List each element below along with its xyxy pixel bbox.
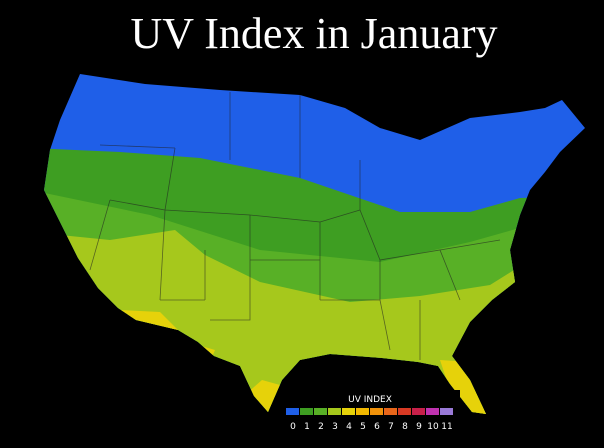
legend-label: 9: [416, 422, 422, 432]
legend-label: 4: [346, 422, 352, 432]
legend-label: 5: [360, 422, 366, 432]
legend-swatch: [314, 408, 327, 415]
legend-label: 3: [332, 422, 338, 432]
legend-label: 0: [290, 422, 296, 432]
legend-label: 11: [441, 422, 452, 432]
legend-swatch: [440, 408, 453, 415]
title: UV Index in January: [131, 9, 498, 58]
legend-swatch: [370, 408, 383, 415]
legend: UV INDEX 0 1 2 3 4 5 6 7 8 9 10 11: [280, 390, 460, 434]
legend-label: 1: [304, 422, 310, 432]
legend-label: 2: [318, 422, 324, 432]
legend-swatch: [426, 408, 439, 415]
uv-band: [120, 310, 492, 414]
state-borders: [89, 92, 501, 360]
legend-swatch: [384, 408, 397, 415]
legend-title: UV INDEX: [348, 395, 392, 405]
legend-swatch: [342, 408, 355, 415]
legend-swatch: [356, 408, 369, 415]
legend-label: 7: [388, 422, 394, 432]
legend-swatch: [412, 408, 425, 415]
legend-swatch: [286, 408, 299, 415]
legend-label: 6: [374, 422, 380, 432]
legend-swatch: [300, 408, 313, 415]
legend-swatch: [328, 408, 341, 415]
legend-swatch: [398, 408, 411, 415]
legend-label: 8: [402, 422, 408, 432]
legend-items: 0 1 2 3 4 5 6 7 8 9 10 11: [286, 408, 453, 432]
legend-label: 10: [427, 422, 439, 432]
